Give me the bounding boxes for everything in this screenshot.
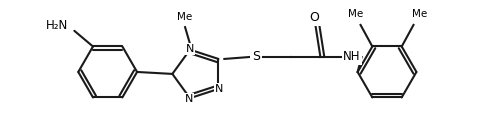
Text: Me: Me: [178, 12, 192, 22]
Text: S: S: [252, 51, 260, 63]
Text: N: N: [185, 94, 193, 104]
Text: H₂N: H₂N: [46, 19, 69, 32]
Text: Me: Me: [412, 9, 427, 19]
Text: O: O: [310, 11, 320, 24]
Text: N: N: [186, 44, 194, 54]
Text: NH: NH: [343, 51, 360, 63]
Text: N: N: [215, 84, 224, 94]
Text: Me: Me: [348, 9, 363, 19]
